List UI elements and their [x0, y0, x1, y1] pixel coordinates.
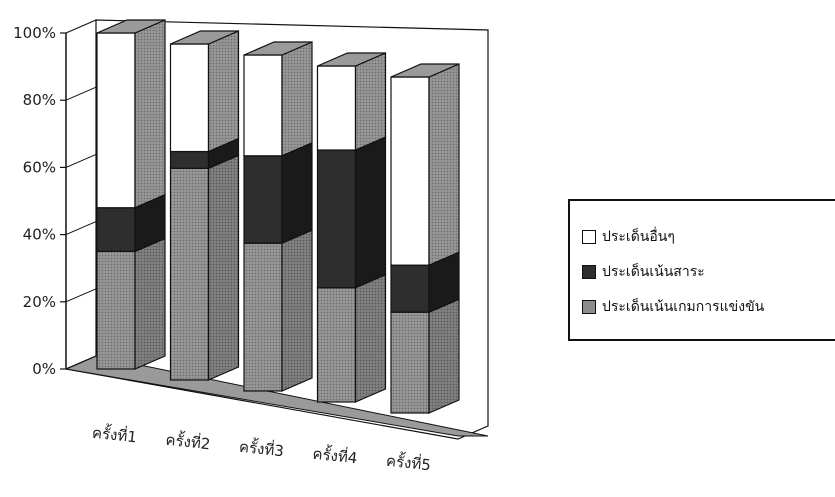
bar-segment-other-side — [207, 30, 240, 153]
y-tick-depth — [65, 355, 97, 370]
legend-item-other: ประเด็นอื่นๆ — [582, 225, 675, 249]
legend-swatch-game — [582, 300, 596, 314]
bar-top — [390, 63, 460, 78]
bar-segment-other-side — [281, 41, 313, 157]
legend-label-other: ประเด็นอื่นๆ — [602, 229, 675, 245]
bar-segment-content-front — [316, 149, 357, 289]
bar-segment-game-front — [390, 311, 430, 414]
y-tick-label: 60% — [23, 158, 56, 176]
y-tick-depth — [65, 86, 97, 101]
chart-bars — [96, 19, 460, 414]
bar-segment-game-front — [96, 250, 136, 370]
bar-segment-other-side — [134, 19, 166, 209]
bar-segment-content-front — [96, 207, 136, 253]
bar-segment-game-side — [428, 298, 460, 414]
y-tick-label: 20% — [23, 293, 56, 311]
bar-segment-other-front — [243, 54, 283, 157]
y-tick-label: 100% — [13, 24, 56, 42]
y-tick-depth — [65, 288, 97, 303]
bar-segment-other-front — [390, 76, 430, 266]
legend-item-content: ประเด็นเน้นสาระ — [582, 260, 705, 284]
chart-legend: ประเด็นอื่นๆ ประเด็นเน้นสาระ ประเด็นเน้น… — [568, 199, 835, 341]
category-label: ครั้งที่1 — [91, 422, 138, 447]
bar-segment-other-front — [169, 43, 210, 153]
bar-segment-game-side — [134, 237, 166, 370]
bar-segment-other-side — [354, 52, 387, 151]
category-label: ครั้งที่2 — [165, 429, 212, 454]
bar-segment-content-side — [354, 136, 387, 289]
legend-label-content: ประเด็นเน้นสาระ — [602, 264, 705, 280]
bar-segment-content-front — [390, 264, 430, 313]
bar-segment-game-side — [354, 273, 387, 403]
bar-top — [170, 30, 239, 45]
bar-top — [243, 41, 313, 56]
bar-segment-content-side — [281, 141, 313, 245]
bar-segment-other-side — [428, 63, 460, 267]
y-tick-label: 80% — [23, 91, 56, 109]
category-label: ครั้งที่4 — [312, 443, 359, 468]
bar-segment-game-side — [281, 229, 313, 392]
bar-segment-other-front — [96, 32, 136, 209]
category-label: ครั้งที่3 — [238, 436, 285, 461]
bar-segment-content-front — [169, 150, 210, 169]
legend-swatch-other — [582, 230, 596, 244]
bar-top — [317, 52, 386, 67]
bar-segment-game-front — [243, 242, 283, 392]
y-tick-depth — [65, 19, 97, 34]
y-tick-depth — [65, 221, 97, 236]
y-tick-label: 0% — [32, 360, 56, 378]
bar-segment-content-front — [243, 155, 283, 244]
bar-segment-game-front — [316, 287, 357, 403]
legend-label-game: ประเด็นเน้นเกมการแข่งขัน — [602, 299, 765, 315]
chart-labels: 0% 20% 40% 60% 80% 100% ครั้งที่1 ครั้งที่2 ครั้… — [13, 24, 432, 474]
y-tick-label: 40% — [23, 226, 56, 244]
bar-segment-game-side — [207, 154, 240, 381]
legend-swatch-content — [582, 265, 596, 279]
bar-segment-game-front — [169, 167, 210, 381]
y-tick-depth — [65, 153, 97, 168]
bar-top — [96, 19, 166, 34]
legend-item-game: ประเด็นเน้นเกมการแข่งขัน — [582, 295, 764, 319]
category-label: ครั้งที่5 — [385, 450, 432, 475]
bar-segment-other-front — [316, 65, 357, 151]
